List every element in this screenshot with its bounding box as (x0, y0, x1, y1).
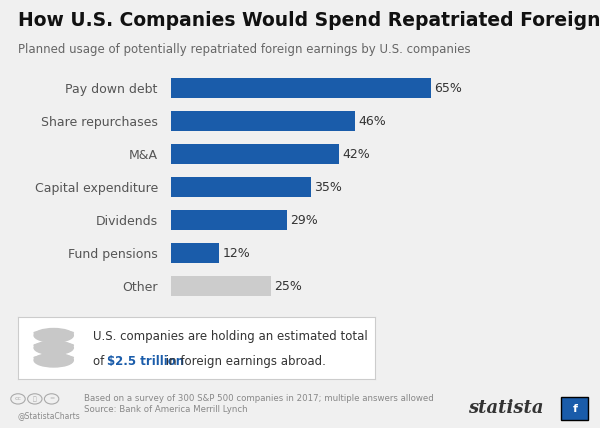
Ellipse shape (34, 356, 73, 360)
Ellipse shape (34, 343, 73, 348)
Text: ⓘ: ⓘ (33, 396, 37, 402)
Bar (171, 177, 311, 197)
Text: Planned usage of potentially repatriated foreign earnings by U.S. companies: Planned usage of potentially repatriated… (18, 43, 470, 56)
Text: 65%: 65% (434, 82, 462, 95)
Ellipse shape (34, 331, 73, 335)
Ellipse shape (34, 341, 73, 354)
Text: f: f (572, 404, 577, 414)
Text: 35%: 35% (314, 181, 342, 194)
Text: @StatistaCharts: @StatistaCharts (18, 411, 81, 420)
Text: 42%: 42% (342, 148, 370, 161)
Text: 29%: 29% (290, 214, 318, 227)
Bar (171, 210, 287, 230)
Ellipse shape (34, 354, 73, 367)
Text: 25%: 25% (274, 280, 302, 293)
Text: cc: cc (14, 396, 22, 401)
Text: statista: statista (468, 399, 544, 417)
Text: U.S. companies are holding an estimated total: U.S. companies are holding an estimated … (93, 330, 368, 343)
Text: in foreign earnings abroad.: in foreign earnings abroad. (161, 355, 326, 368)
Bar (171, 111, 355, 131)
Text: How U.S. Companies Would Spend Repatriated Foreign Cash: How U.S. Companies Would Spend Repatriat… (18, 11, 600, 30)
Bar (171, 144, 339, 164)
Text: 46%: 46% (358, 115, 386, 128)
Bar (171, 244, 219, 263)
Text: of: of (93, 355, 108, 368)
Ellipse shape (34, 329, 73, 342)
Bar (171, 276, 271, 296)
Text: 12%: 12% (222, 247, 250, 260)
Text: =: = (49, 396, 54, 401)
Text: $2.5 trillion: $2.5 trillion (107, 355, 184, 368)
Text: Source: Bank of America Merrill Lynch: Source: Bank of America Merrill Lynch (84, 405, 248, 414)
Bar (171, 78, 431, 98)
Text: Based on a survey of 300 S&P 500 companies in 2017; multiple answers allowed: Based on a survey of 300 S&P 500 compani… (84, 394, 434, 403)
